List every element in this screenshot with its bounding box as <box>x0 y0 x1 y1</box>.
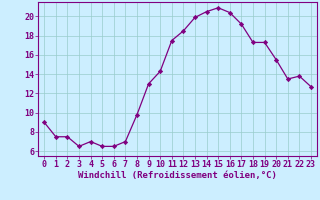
X-axis label: Windchill (Refroidissement éolien,°C): Windchill (Refroidissement éolien,°C) <box>78 171 277 180</box>
